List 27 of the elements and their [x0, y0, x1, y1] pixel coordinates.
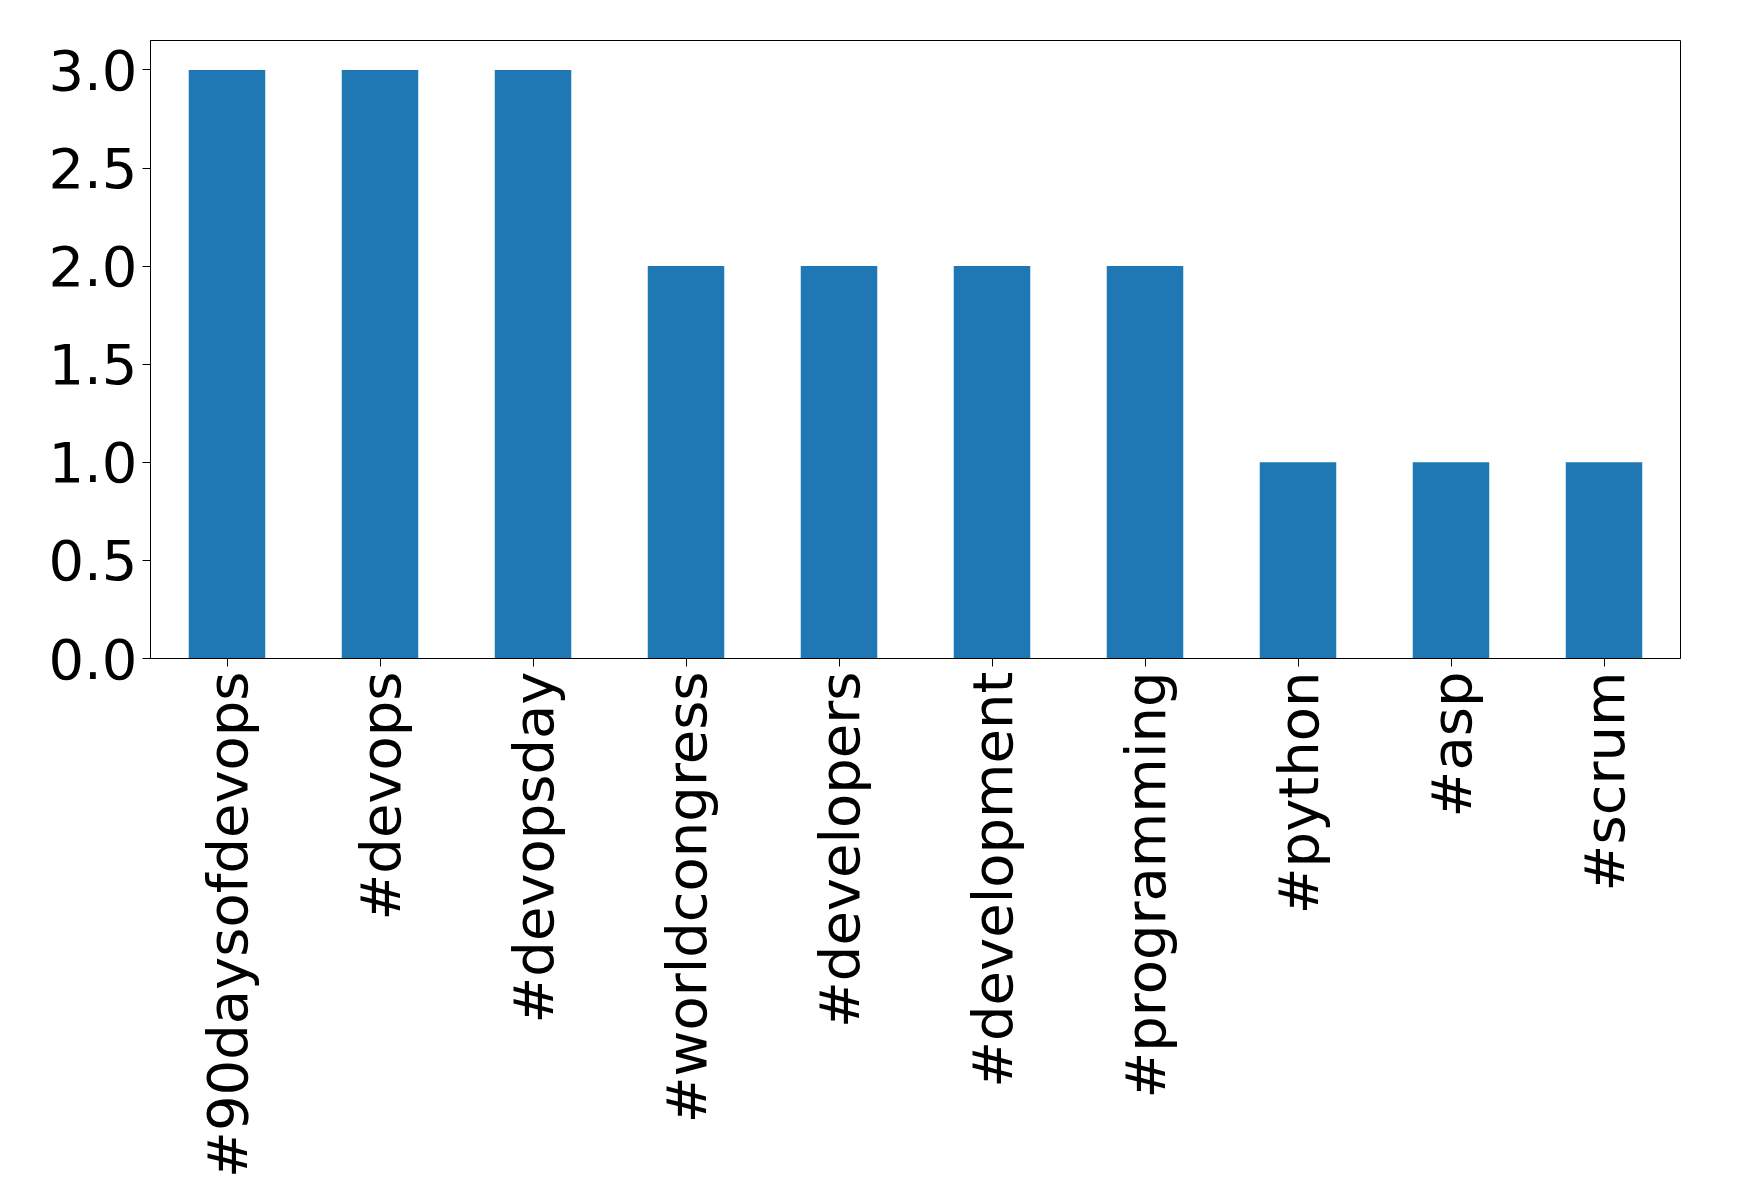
y-tick-label: 1.5	[48, 332, 138, 398]
y-tick-label: 2.5	[48, 136, 138, 202]
x-tick-label: #programming	[1112, 671, 1178, 1099]
bar	[188, 69, 266, 659]
x-tick-label: #worldcongress	[653, 671, 719, 1124]
y-tick-label: 1.0	[48, 430, 138, 496]
bar	[1412, 462, 1490, 659]
y-tick-label: 0.5	[48, 528, 138, 594]
bar	[1106, 266, 1184, 659]
x-tick-label: #developers	[806, 671, 872, 1029]
bar	[800, 266, 878, 659]
y-tick-label: 3.0	[48, 37, 138, 103]
x-tick-label: #python	[1265, 671, 1331, 915]
y-tick-label: 2.0	[48, 234, 138, 300]
x-tick-label: #devops	[347, 671, 413, 921]
x-tick-label: #devopsday	[500, 671, 566, 1024]
x-tick-label: #scrum	[1571, 671, 1637, 892]
bar	[1259, 462, 1337, 659]
bar	[341, 69, 419, 659]
y-tick-label: 0.0	[48, 626, 138, 692]
x-tick-label: #development	[959, 671, 1025, 1088]
x-tick-label: #asp	[1418, 671, 1484, 818]
bar	[494, 69, 572, 659]
bar	[953, 266, 1031, 659]
bar	[1565, 462, 1643, 659]
bar	[647, 266, 725, 659]
x-tick-label: #90daysofdevops	[194, 671, 260, 1178]
